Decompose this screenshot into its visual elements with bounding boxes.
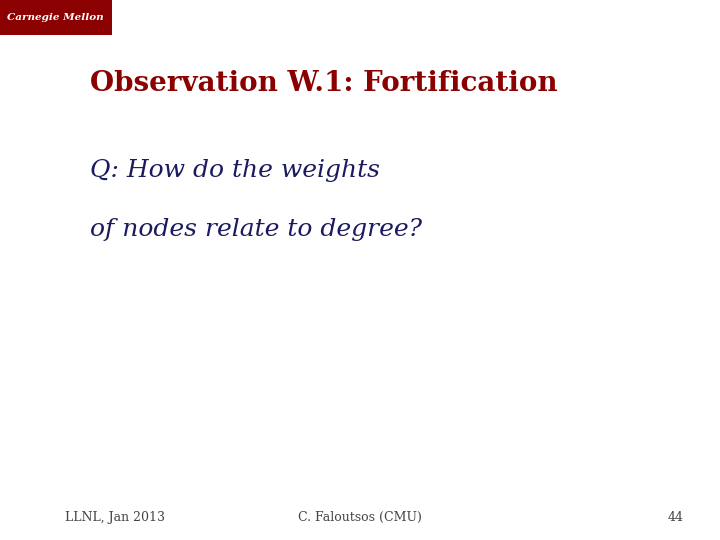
Text: Q: How do the weights: Q: How do the weights bbox=[90, 159, 380, 181]
Text: LLNL, Jan 2013: LLNL, Jan 2013 bbox=[65, 511, 165, 524]
Text: Carnegie Mellon: Carnegie Mellon bbox=[7, 13, 104, 22]
Text: of nodes relate to degree?: of nodes relate to degree? bbox=[90, 218, 422, 241]
Text: 44: 44 bbox=[668, 511, 684, 524]
Text: C. Faloutsos (CMU): C. Faloutsos (CMU) bbox=[298, 511, 422, 524]
Text: Observation W.1: Fortification: Observation W.1: Fortification bbox=[90, 70, 557, 97]
